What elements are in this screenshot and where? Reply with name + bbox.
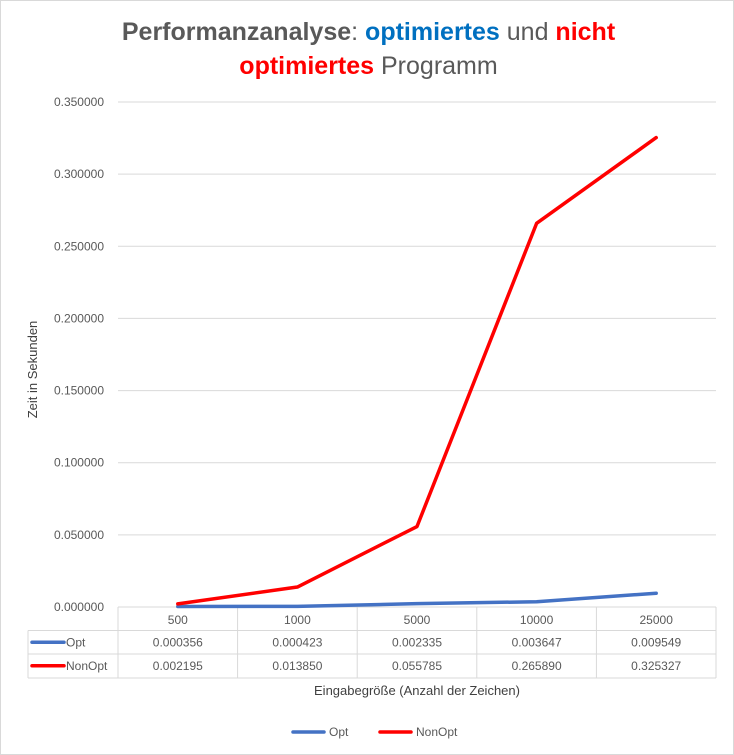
y-axis-title: Zeit in Sekunden bbox=[25, 321, 40, 419]
title-segment: Programm bbox=[374, 52, 498, 80]
table-value: 0.265890 bbox=[512, 659, 562, 673]
y-tick-label: 0.250000 bbox=[54, 239, 104, 253]
table-value: 0.002195 bbox=[153, 659, 203, 673]
chart-title-line-2: optimiertes Programm bbox=[41, 49, 696, 83]
y-tick-label: 0.300000 bbox=[54, 167, 104, 181]
y-tick-label: 0.150000 bbox=[54, 384, 104, 398]
y-tick-label: 0.100000 bbox=[54, 456, 104, 470]
x-category-label: 500 bbox=[168, 613, 188, 627]
y-tick-label: 0.350000 bbox=[54, 95, 104, 109]
title-segment: nicht bbox=[555, 18, 616, 46]
table-value: 0.000356 bbox=[153, 635, 203, 649]
table-value: 0.002335 bbox=[392, 635, 442, 649]
x-category-label: 25000 bbox=[640, 613, 674, 627]
table-value: 0.055785 bbox=[392, 659, 442, 673]
chart-title-line-1: Performanzanalyse: optimiertes und nicht bbox=[41, 15, 696, 49]
y-tick-label: 0.200000 bbox=[54, 311, 104, 325]
x-category-label: 1000 bbox=[284, 613, 311, 627]
legend-label: NonOpt bbox=[416, 725, 458, 739]
legend-label: Opt bbox=[329, 725, 349, 739]
x-axis-title: Eingabegröße (Anzahl der Zeichen) bbox=[314, 683, 520, 698]
y-tick-label: 0.050000 bbox=[54, 528, 104, 542]
title-segment: optimiertes bbox=[365, 18, 500, 46]
title-segment: : bbox=[351, 18, 366, 46]
table-series-name: NonOpt bbox=[66, 659, 108, 673]
table-value: 0.000423 bbox=[272, 635, 322, 649]
chart-title: Performanzanalyse: optimiertes und nicht… bbox=[41, 15, 696, 83]
table-value: 0.013850 bbox=[272, 659, 322, 673]
table-value: 0.009549 bbox=[631, 635, 681, 649]
x-category-label: 10000 bbox=[520, 613, 554, 627]
table-series-name: Opt bbox=[66, 635, 86, 649]
x-category-label: 5000 bbox=[404, 613, 431, 627]
title-segment: und bbox=[499, 18, 556, 46]
y-tick-label: 0.000000 bbox=[54, 600, 104, 614]
table-value: 0.325327 bbox=[631, 659, 681, 673]
title-segment: Performanzanalyse bbox=[121, 18, 352, 46]
table-value: 0.003647 bbox=[512, 635, 562, 649]
series-line-nonopt bbox=[176, 135, 658, 606]
title-segment: optimiertes bbox=[239, 52, 375, 80]
